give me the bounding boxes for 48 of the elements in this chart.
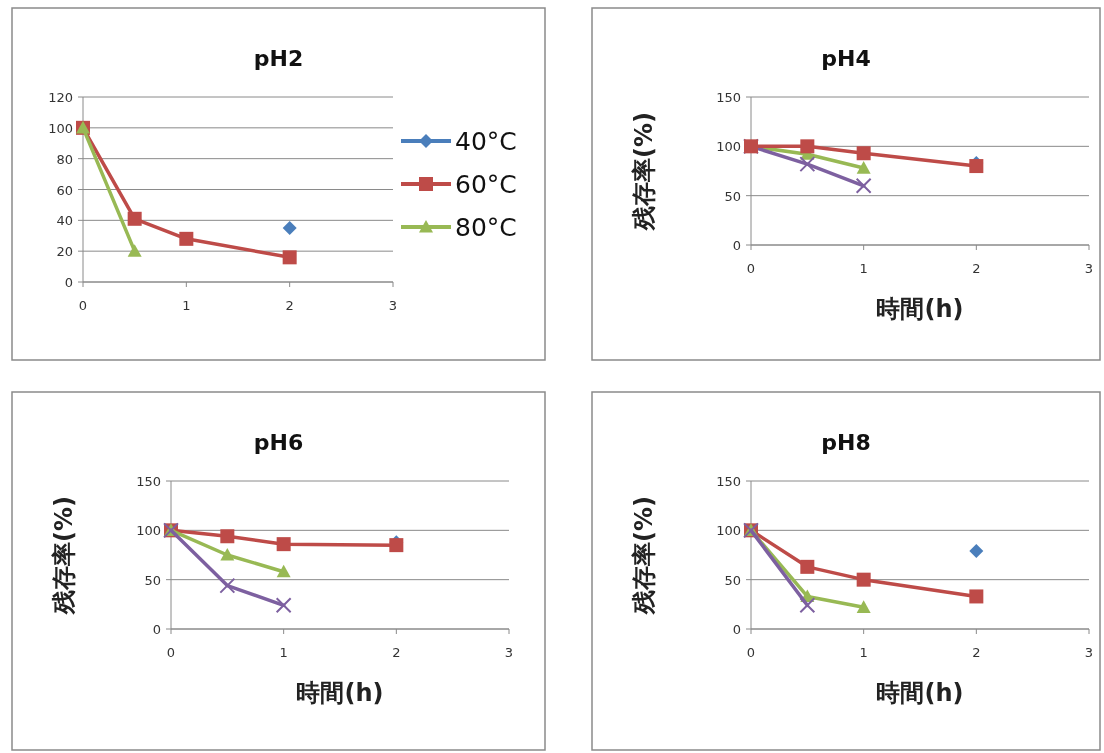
y-tick-label: 50 [724, 188, 741, 204]
x-axis-title: 時間(h) [876, 295, 964, 323]
y-axis-title: 残存率(%) [630, 112, 658, 231]
x-tick-label: 0 [746, 261, 756, 276]
y-tick-label: 20 [56, 244, 73, 260]
x-tick-label: 3 [504, 645, 514, 660]
x-tick-label: 3 [1084, 261, 1094, 276]
y-axis-title: 残存率(%) [50, 496, 78, 615]
x-tick-label: 2 [972, 261, 981, 276]
y-tick-label: 0 [152, 622, 161, 637]
x-tick-label: 1 [279, 645, 288, 660]
y-tick-label: 0 [732, 622, 741, 637]
y-tick-label: 100 [136, 523, 161, 539]
y-tick-label: 150 [716, 90, 741, 105]
x-tick-label: 0 [746, 645, 756, 660]
y-tick-label: 50 [724, 572, 741, 588]
y-tick-label: 0 [64, 275, 73, 290]
legend-label: 80°C [455, 213, 517, 242]
y-tick-label: 100 [48, 120, 73, 136]
x-tick-label: 3 [388, 298, 398, 313]
x-tick-label: 0 [166, 645, 176, 660]
x-tick-label: 2 [972, 645, 981, 660]
legend-label: 60°C [455, 170, 517, 199]
x-tick-label: 1 [182, 298, 191, 313]
x-tick-label: 0 [78, 298, 88, 313]
y-tick-label: 100 [716, 139, 741, 155]
y-tick-label: 40 [56, 213, 73, 229]
x-axis-title: 時間(h) [296, 679, 384, 707]
chart-title: pH8 [821, 430, 871, 455]
x-tick-label: 1 [859, 645, 868, 660]
y-tick-label: 150 [716, 474, 741, 489]
x-axis-title: 時間(h) [876, 679, 964, 707]
y-tick-label: 0 [732, 238, 741, 253]
chart-title: pH2 [253, 46, 304, 71]
y-tick-label: 50 [144, 572, 161, 588]
y-tick-label: 150 [136, 474, 161, 489]
chart-title: pH6 [253, 430, 304, 455]
x-tick-label: 2 [285, 298, 294, 313]
y-tick-label: 80 [56, 151, 73, 167]
y-tick-label: 100 [716, 523, 741, 539]
legend-label: 40°C [455, 127, 517, 156]
chart-title: pH4 [821, 46, 871, 71]
x-tick-label: 2 [392, 645, 401, 660]
y-axis-title: 残存率(%) [630, 496, 658, 615]
x-tick-label: 1 [859, 261, 868, 276]
x-tick-label: 3 [1084, 645, 1094, 660]
y-tick-label: 60 [56, 182, 73, 198]
y-tick-label: 120 [48, 90, 73, 105]
